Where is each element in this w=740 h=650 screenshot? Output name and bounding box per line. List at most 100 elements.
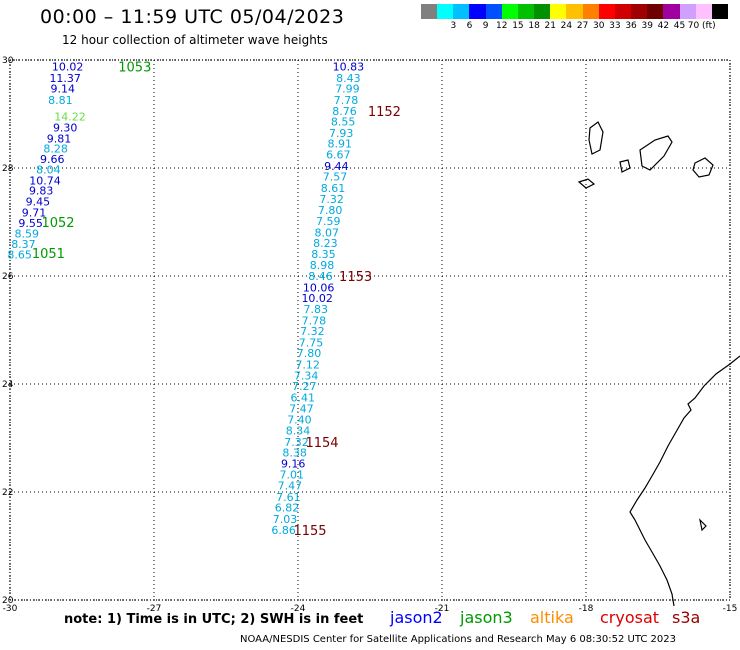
wave-height-value: 7.83 — [304, 303, 329, 316]
colorbar-swatch — [695, 4, 712, 19]
colorbar-swatch — [501, 4, 518, 19]
wave-height-value: 8.98 — [310, 259, 335, 272]
coastline — [577, 121, 740, 607]
lon-tick-label: -21 — [435, 604, 450, 614]
footer-credit: NOAA/NESDIS Center for Satellite Applica… — [240, 634, 676, 645]
wave-height-value: 10.02 — [52, 60, 84, 73]
wave-height-value: 8.35 — [311, 248, 336, 261]
island-hierro — [577, 178, 596, 189]
wave-height-value: 6.67 — [326, 149, 351, 162]
wave-height-value: 9.66 — [40, 153, 65, 166]
wave-height-value: 9.83 — [29, 185, 54, 198]
wave-height-value: 7.59 — [316, 215, 341, 228]
lat-tick-label: 28 — [2, 164, 14, 174]
wave-height-value: 7.78 — [302, 314, 327, 327]
lat-tick-label: 22 — [2, 488, 13, 498]
wave-height-value: 8.61 — [321, 182, 346, 195]
colorbar-swatch — [582, 4, 599, 19]
pass-id-label: 1155 — [293, 524, 326, 539]
wave-height-value: 7.80 — [297, 347, 322, 360]
colorbar-swatch — [598, 4, 615, 19]
colorbar-swatch — [437, 4, 454, 19]
wave-height-value: 8.38 — [282, 447, 307, 460]
wave-height-value: 9.44 — [324, 160, 349, 173]
colorbar-label: 30 — [593, 21, 605, 31]
lon-tick-label: -18 — [579, 604, 594, 614]
island-la-palma — [588, 121, 604, 155]
wave-height-value: 9.30 — [53, 122, 78, 135]
colorbar-swatch — [534, 4, 551, 19]
colorbar-label: 9 — [482, 21, 489, 31]
colorbar-swatch — [647, 4, 664, 19]
wave-height-value: 10.06 — [303, 281, 335, 294]
colorbar-swatch — [631, 4, 648, 19]
wave-height-value: 7.57 — [323, 171, 348, 184]
colorbar-label: 18 — [528, 21, 540, 31]
colorbar-label: 36 — [625, 21, 637, 31]
pass-id-label: 1051 — [32, 247, 65, 262]
satellite-legend-item: altika — [530, 608, 574, 627]
lat-tick-label: 30 — [2, 56, 14, 66]
wave-height-value: 7.32 — [284, 436, 309, 449]
pass-id-label: 1154 — [305, 436, 338, 451]
wave-height-value: 8.43 — [336, 72, 361, 85]
colorbar-swatch — [566, 4, 583, 19]
pass-id-label: 1153 — [339, 270, 372, 285]
satellite-legend-item: jason3 — [460, 608, 513, 627]
wave-height-value: 7.47 — [289, 402, 314, 415]
colorbar-swatch — [614, 4, 632, 19]
wave-height-value: 9.55 — [18, 217, 43, 230]
colorbar-label: 33 — [609, 21, 621, 31]
wave-height-value: 9.81 — [47, 132, 72, 145]
colorbar-label: 45 — [673, 21, 686, 31]
satellite-legend-item: s3a — [672, 608, 701, 627]
axis-labels: -30 -27 -24 -21 -18 -15 30 28 26 24 22 20 — [2, 56, 737, 614]
wave-height-value: 9.45 — [26, 195, 51, 208]
island-gran-canaria — [692, 157, 714, 178]
wave-height-value: 10.83 — [333, 60, 365, 73]
wave-height-value: 8.91 — [328, 138, 353, 151]
wave-height-value: 14.22 — [54, 111, 86, 124]
wave-height-value: 7.47 — [278, 480, 303, 493]
wave-height-value: 7.61 — [276, 491, 301, 504]
colorbar-label: 39 — [641, 21, 653, 31]
wave-height-value: 7.27 — [292, 380, 317, 393]
colorbar-label: 12 — [496, 21, 508, 31]
colorbar-label: 6 — [466, 21, 473, 31]
colorbar-swatch — [679, 4, 696, 19]
lat-tick-label: 24 — [2, 380, 14, 390]
wave-height-value: 7.93 — [329, 127, 354, 140]
lon-tick-label: -30 — [3, 604, 18, 614]
colorbar-swatch — [453, 4, 470, 19]
colorbar-swatch — [517, 4, 535, 19]
colorbar-label: 42 — [657, 21, 670, 31]
wave-height-value: 7.99 — [335, 83, 360, 96]
wave-height-value: 10.02 — [301, 292, 333, 305]
wave-height-value: 7.01 — [280, 469, 305, 482]
wave-height-value: 11.37 — [49, 72, 81, 85]
wave-height-value: 8.23 — [313, 237, 338, 250]
wave-height-value: 7.32 — [319, 193, 344, 206]
colorbar-swatch — [421, 4, 438, 19]
satellite-legend-item: cryosat — [600, 608, 660, 627]
island-gomera — [619, 159, 631, 173]
colorbar-label: 3 — [450, 21, 457, 31]
wave-height-value: 6.82 — [275, 502, 300, 515]
wave-height-value: 8.34 — [286, 424, 311, 437]
pass-id-label: 1052 — [41, 216, 74, 231]
lat-tick-label: 26 — [2, 272, 14, 282]
colorbar — [421, 4, 728, 20]
wave-height-value: 7.80 — [318, 204, 343, 217]
wave-height-value: 7.40 — [287, 414, 312, 427]
wave-height-value: 6.41 — [291, 392, 316, 405]
colorbar-label: 24 — [560, 21, 573, 31]
wave-height-value: 8.59 — [15, 227, 40, 240]
wave-height-value: 8.37 — [11, 238, 36, 251]
colorbar-swatch — [711, 4, 728, 19]
lat-tick-label: 20 — [2, 596, 14, 606]
wave-height-value: 9.71 — [22, 206, 47, 219]
wave-height-value: 6.86 — [271, 524, 296, 537]
island-tenerife — [639, 135, 673, 171]
wave-height-value: 10.74 — [29, 174, 61, 187]
